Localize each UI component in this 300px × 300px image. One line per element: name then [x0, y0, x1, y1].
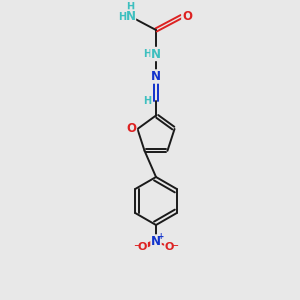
- Text: O: O: [138, 242, 147, 252]
- Text: O: O: [165, 242, 174, 252]
- Text: N: N: [151, 47, 161, 61]
- Text: O: O: [182, 10, 192, 23]
- Text: N: N: [151, 235, 161, 248]
- Text: H: H: [143, 49, 152, 59]
- Text: H: H: [118, 11, 126, 22]
- Text: −: −: [134, 241, 141, 250]
- Text: −: −: [171, 241, 178, 250]
- Text: N: N: [151, 70, 161, 83]
- Text: H: H: [126, 2, 135, 13]
- Text: +: +: [157, 232, 163, 241]
- Text: N: N: [125, 10, 136, 23]
- Text: H: H: [143, 95, 151, 106]
- Text: O: O: [127, 122, 136, 136]
